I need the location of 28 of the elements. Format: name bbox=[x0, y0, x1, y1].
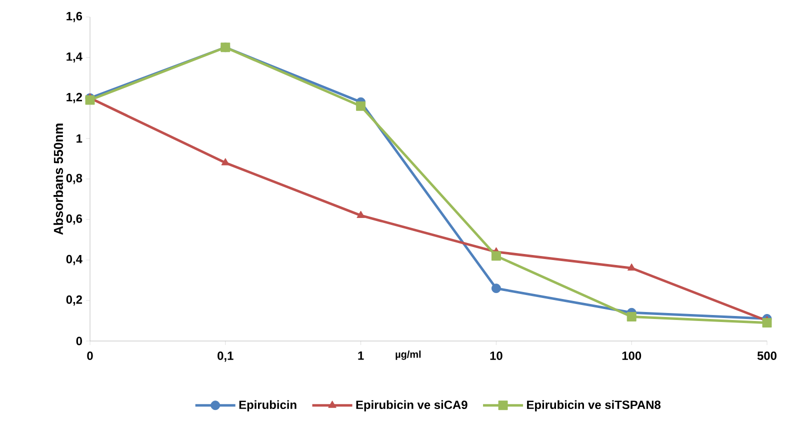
legend-label: Epirubicin ve siCA9 bbox=[356, 400, 468, 412]
y-tick-label: 1,6 bbox=[66, 12, 82, 22]
y-tick-label: 0,4 bbox=[66, 254, 82, 266]
y-tick-label: 0 bbox=[76, 336, 82, 346]
y-tick-label: 0,6 bbox=[66, 214, 82, 225]
y-axis-title: Absorbans 550nm bbox=[54, 124, 64, 235]
x-tick-label: 100 bbox=[622, 352, 642, 360]
x-tick-label: 0 bbox=[87, 352, 93, 360]
y-tick-label: 0,8 bbox=[66, 174, 82, 184]
x-axis-title: µg/ml bbox=[396, 350, 421, 360]
x-tick-label: 1 bbox=[358, 352, 364, 360]
point bbox=[356, 210, 365, 218]
point bbox=[491, 251, 501, 261]
point bbox=[491, 284, 501, 294]
point bbox=[627, 263, 636, 271]
point bbox=[221, 158, 230, 166]
point bbox=[626, 312, 636, 322]
point bbox=[356, 101, 366, 111]
y-tick-label: 1,2 bbox=[66, 92, 82, 104]
legend-label: Epirubicin ve siTSPAN8 bbox=[527, 400, 661, 412]
y-tick-label: 0,2 bbox=[66, 295, 82, 306]
y-tick-label: 1 bbox=[76, 134, 82, 143]
x-tick-label: 0,1 bbox=[218, 352, 234, 362]
x-tick-label: 500 bbox=[757, 352, 776, 360]
x-tick-label: 10 bbox=[490, 352, 502, 360]
legend-label: Epirubicin bbox=[239, 400, 296, 412]
y-tick-label: 1,4 bbox=[66, 52, 82, 63]
point bbox=[762, 318, 772, 328]
